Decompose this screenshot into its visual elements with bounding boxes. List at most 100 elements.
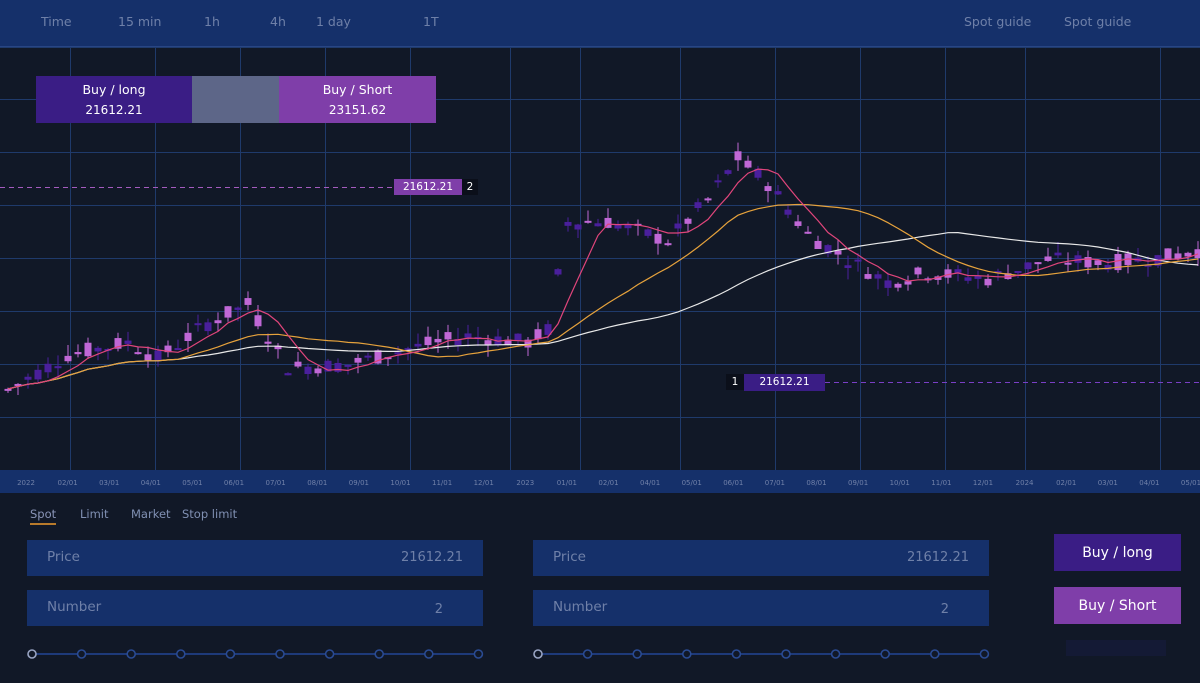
candle-body-12 [124, 340, 132, 344]
candle-body-74 [744, 160, 752, 168]
candle-body-40 [404, 348, 412, 351]
candle-body-5 [54, 366, 62, 369]
price-input-left[interactable]: Price 21612.21 [27, 540, 483, 576]
time-axis-label: 04/01 [640, 479, 660, 487]
slider-step-dot[interactable] [979, 649, 990, 659]
candle-body-22 [224, 306, 232, 318]
slider-step-dot[interactable] [781, 649, 791, 659]
timeframe-1day[interactable]: 1 day [316, 14, 351, 29]
amount-slider-right[interactable] [532, 648, 992, 660]
buy-short-button[interactable]: Buy / Short [1054, 587, 1181, 624]
tab-market[interactable]: Market [131, 507, 171, 521]
slider-step-dot[interactable] [176, 649, 186, 659]
time-axis-label: 12/01 [973, 479, 993, 487]
quick-buy-long-button[interactable]: Buy / long 21612.21 [36, 76, 192, 123]
quick-buy-short-button[interactable]: Buy / Short 23151.62 [279, 76, 436, 123]
upper-price-tag[interactable]: 21612.21 [394, 179, 462, 195]
amount-slider-left[interactable] [26, 648, 486, 660]
price-label-left: Price [47, 549, 80, 565]
timeframe-time[interactable]: Time [41, 14, 72, 29]
slider-step-dot[interactable] [374, 649, 385, 659]
timeframe-4h[interactable]: 4h [270, 14, 286, 29]
slider-step-dot[interactable] [731, 649, 742, 659]
slider-track-right [533, 649, 990, 659]
candle-body-31 [314, 368, 322, 374]
candle-body-72 [724, 170, 732, 174]
number-input-left[interactable]: Number 2 [27, 590, 483, 626]
candle-body-21 [214, 320, 222, 324]
slider-track-left [27, 649, 484, 659]
candle-body-33 [334, 362, 342, 372]
time-axis-label: 02/01 [598, 479, 618, 487]
candle-body-81 [814, 240, 822, 249]
candle-body-118 [1184, 252, 1192, 257]
slider-step-dot[interactable] [632, 649, 642, 659]
candle-body-97 [974, 275, 982, 279]
timeframe-1t[interactable]: 1T [423, 14, 439, 29]
slider-step-dot[interactable] [423, 649, 434, 659]
tab-limit[interactable]: Limit [80, 507, 109, 521]
slider-step-dot[interactable] [582, 649, 593, 659]
time-axis-label: 03/01 [1098, 479, 1118, 487]
slider-step-dot[interactable] [324, 649, 335, 659]
ma-mid-line [7, 203, 1199, 390]
candle-body-101 [1014, 270, 1022, 273]
candle-body-110 [1104, 264, 1112, 270]
price-input-right[interactable]: Price 21612.21 [533, 540, 989, 576]
slider-step-dot[interactable] [76, 649, 87, 659]
candle-body-30 [304, 366, 312, 375]
tab-spot[interactable]: Spot [30, 507, 57, 525]
candle-body-7 [74, 352, 82, 355]
buy-long-button[interactable]: Buy / long [1054, 534, 1181, 571]
slider-step-dot[interactable] [929, 649, 940, 659]
time-axis-label: 03/01 [99, 479, 119, 487]
slider-step-dot[interactable] [473, 649, 484, 659]
slider-step-dot[interactable] [225, 649, 236, 659]
slider-thumb[interactable] [27, 649, 37, 659]
tab-stop-limit[interactable]: Stop limit [182, 507, 238, 521]
spread-indicator [192, 76, 279, 123]
spot-guide-link-2[interactable]: Spot guide [1064, 14, 1132, 29]
candle-body-58 [584, 220, 592, 223]
candle-body-62 [624, 224, 632, 229]
candle-body-18 [184, 332, 192, 342]
slider-step-dot[interactable] [880, 649, 891, 659]
candle-body-27 [274, 345, 282, 350]
candle-body-99 [994, 271, 1002, 274]
time-axis-label: 06/01 [224, 479, 244, 487]
lower-price-tag[interactable]: 21612.21 [744, 374, 825, 391]
time-axis-label: 05/01 [682, 479, 702, 487]
candle-body-91 [914, 267, 922, 275]
candle-body-107 [1074, 255, 1082, 263]
candle-body-57 [574, 224, 582, 230]
candle-body-100 [1004, 273, 1012, 280]
candle-body-2 [24, 376, 32, 380]
candle-body-103 [1034, 262, 1042, 265]
candle-body-23 [234, 307, 242, 310]
lower-price-tag-count: 1 [726, 374, 744, 390]
number-value-right: 2 [940, 602, 949, 617]
time-axis-label: 11/01 [432, 479, 452, 487]
candle-body-98 [984, 278, 992, 286]
slider-step-dot[interactable] [830, 649, 841, 659]
candle-body-13 [134, 352, 142, 355]
slider-step-dot[interactable] [682, 649, 692, 659]
timeframe-15min[interactable]: 15 min [118, 14, 162, 29]
number-label-left: Number [47, 599, 102, 615]
slider-thumb[interactable] [533, 649, 543, 659]
ma-fast-line [7, 168, 1199, 390]
slider-step-dot[interactable] [275, 649, 285, 659]
candle-body-102 [1024, 262, 1032, 270]
time-axis-label: 2022 [17, 479, 35, 487]
slider-step-dot[interactable] [126, 649, 136, 659]
timeframe-1h[interactable]: 1h [204, 14, 220, 29]
candle-body-93 [934, 276, 942, 280]
candle-body-54 [544, 324, 552, 335]
spot-guide-link[interactable]: Spot guide [964, 14, 1032, 29]
candle-body-116 [1164, 248, 1172, 261]
upper-price-tag-count: 2 [462, 179, 478, 195]
candle-body-114 [1144, 264, 1152, 267]
candle-body-34 [344, 364, 352, 367]
time-axis-label: 02/01 [1056, 479, 1076, 487]
number-input-right[interactable]: Number 2 [533, 590, 989, 626]
